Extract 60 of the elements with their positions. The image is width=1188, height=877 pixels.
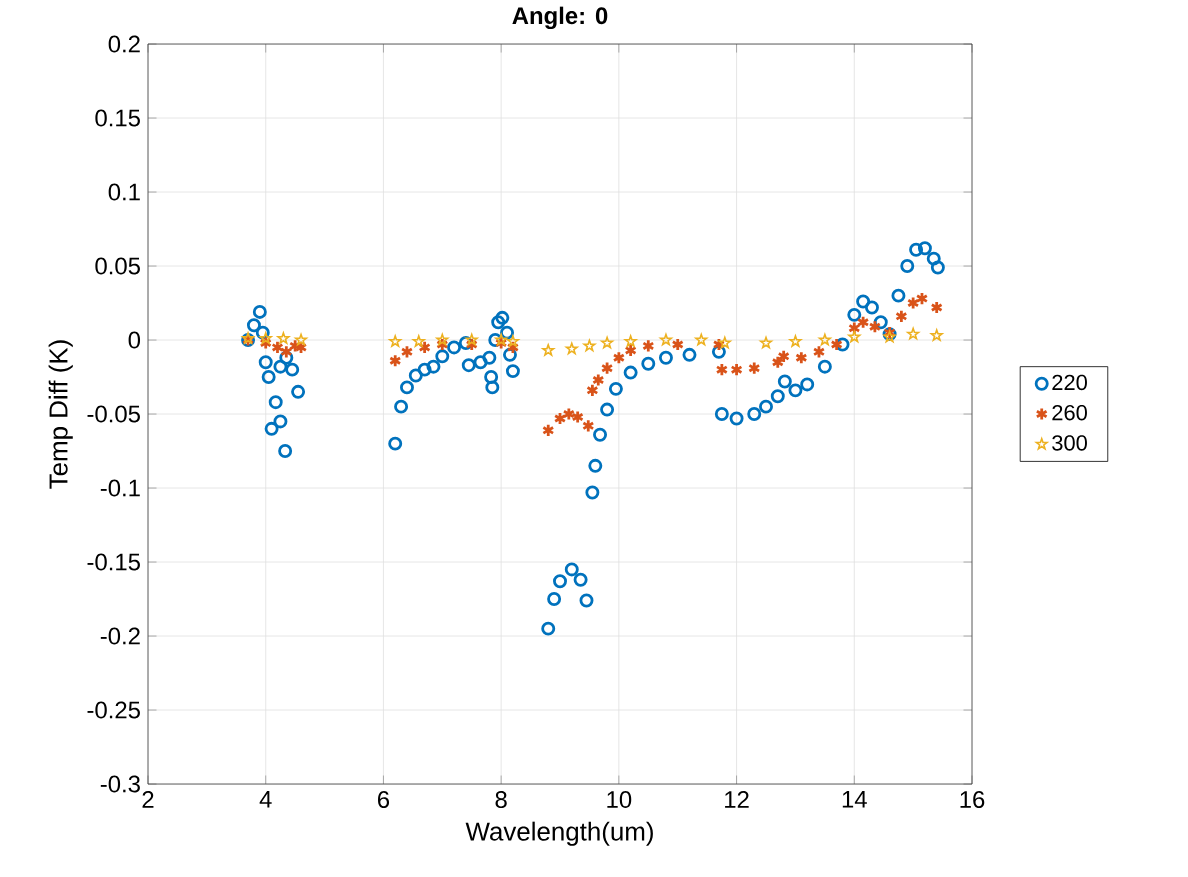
y-tick-label: -0.1 xyxy=(100,479,140,497)
y-tick-label: 0.05 xyxy=(95,257,140,275)
y-tick-label: 0.15 xyxy=(95,109,140,127)
point xyxy=(771,355,785,370)
x-tick-label: 14 xyxy=(842,791,867,808)
point xyxy=(600,336,614,349)
point xyxy=(400,344,414,359)
point xyxy=(915,291,929,306)
point xyxy=(612,350,626,365)
point xyxy=(730,362,743,377)
point xyxy=(571,409,584,424)
point xyxy=(930,300,943,315)
point xyxy=(906,296,920,310)
point xyxy=(388,353,402,368)
legend-label: 260 xyxy=(1052,404,1087,421)
point xyxy=(592,372,605,387)
point xyxy=(506,335,520,347)
point xyxy=(642,338,655,353)
point xyxy=(624,343,637,358)
y-tick-label: -0.15 xyxy=(87,553,140,571)
y-tick-label: -0.05 xyxy=(87,405,140,423)
point xyxy=(553,411,567,426)
chart-title: Angle: 0 xyxy=(512,6,608,30)
point xyxy=(294,333,308,346)
point xyxy=(542,423,555,438)
y-tick-label: -0.3 xyxy=(100,775,140,793)
point xyxy=(777,349,790,364)
x-axis-title: Wavelength(um) xyxy=(465,821,653,846)
y-tick-label: 0 xyxy=(128,331,141,349)
y-tick-label: -0.25 xyxy=(87,701,140,719)
x-tick-label: 12 xyxy=(725,791,749,808)
point xyxy=(895,309,908,324)
point xyxy=(418,340,431,355)
point xyxy=(856,315,870,330)
point xyxy=(759,336,773,349)
legend-label: 220 xyxy=(1052,374,1087,391)
x-tick-label: 16 xyxy=(960,791,985,808)
point xyxy=(586,383,599,398)
point xyxy=(582,418,595,433)
point xyxy=(795,350,808,365)
y-axis-title: Temp Diff (K) xyxy=(48,340,73,489)
point xyxy=(583,339,596,352)
point xyxy=(812,344,826,359)
point xyxy=(562,407,576,421)
point xyxy=(715,362,729,377)
legend-label: 300 xyxy=(1052,435,1087,451)
x-tick-label: 2 xyxy=(142,791,154,808)
x-tick-label: 4 xyxy=(259,791,272,808)
y-tick-label: 0.2 xyxy=(108,35,140,53)
point xyxy=(600,361,614,376)
y-tick-label: 0.1 xyxy=(108,183,140,201)
point xyxy=(671,337,684,352)
point xyxy=(271,340,284,355)
point xyxy=(748,361,761,376)
x-tick-label: 8 xyxy=(495,791,507,808)
point xyxy=(659,333,673,346)
x-tick-label: 10 xyxy=(607,791,632,808)
x-tick-label: 6 xyxy=(378,791,390,808)
y-tick-label: -0.2 xyxy=(100,627,140,645)
point xyxy=(848,321,861,336)
